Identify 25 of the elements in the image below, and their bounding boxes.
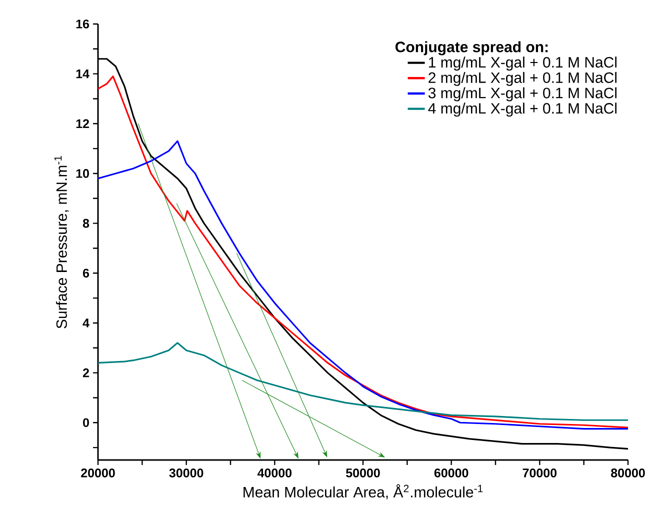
x-tick-label: 70000: [522, 468, 557, 478]
y-axis-title: Surface Pressure, mN.m$^{-1}$: [54, 156, 69, 328]
x-tick-label: 80000: [611, 468, 645, 478]
x-tick-label: 40000: [257, 468, 292, 478]
line-series: [98, 342, 628, 421]
legend-label: 2 mg/mL X-gal + 0.1 M NaCl: [428, 72, 616, 86]
x-tick-label: 50000: [346, 468, 380, 478]
x-tick-label: 30000: [169, 468, 204, 478]
legend-label: 3 mg/mL X-gal + 0.1 M NaCl: [428, 87, 616, 102]
legend-label: 4 mg/mL X-gal + 0.1 M NaCl: [428, 102, 616, 117]
y-tick-label: 2: [82, 368, 89, 378]
x-tick-label: 20000: [81, 468, 115, 478]
y-tick-label: 0: [83, 418, 89, 428]
y-tick-label: 4: [82, 318, 90, 328]
y-tick-label: 16: [76, 20, 90, 28]
legend-label: 1 mg/mL X-gal + 0.1 M NaCl: [429, 56, 616, 71]
y-tick-label: 12: [76, 119, 89, 128]
y-tick-label: 10: [76, 169, 89, 178]
legend-title: Conjugate spread on:: [395, 41, 548, 56]
y-tick-label: 8: [82, 218, 90, 228]
y-tick-label: 6: [82, 268, 90, 278]
x-axis-title: Mean Molecular Area, Å$^{2}$.molecule$^{-1}$: [244, 484, 483, 500]
y-tick-label: 14: [76, 70, 90, 78]
line-series: [98, 140, 628, 430]
x-tick-label: 60000: [434, 468, 468, 478]
